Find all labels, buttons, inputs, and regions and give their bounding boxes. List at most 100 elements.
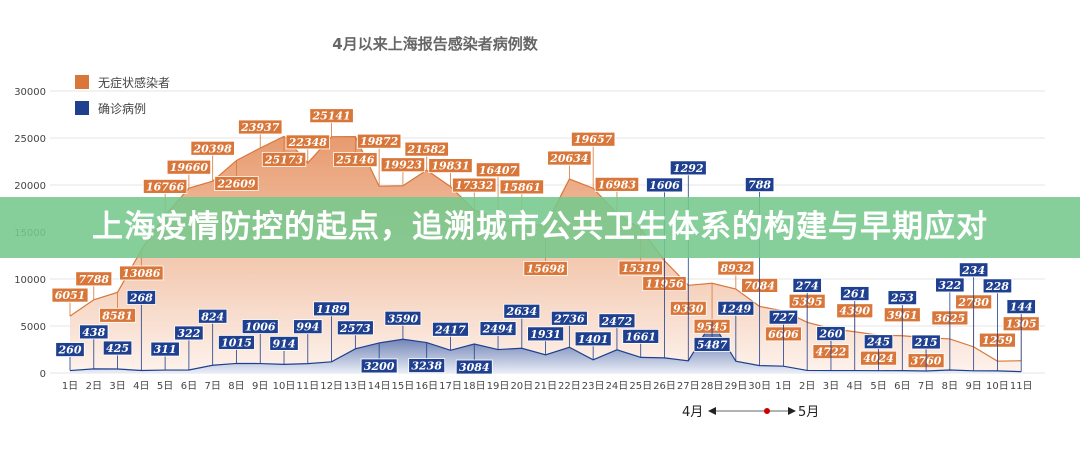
x-tick-label: 29日 [724,381,747,392]
data-label: 22609 [216,177,256,190]
data-label: 1249 [721,302,752,315]
x-tick-label: 25日 [629,381,652,392]
x-tick-label: 22日 [558,381,581,392]
x-tick-label: 20日 [510,381,533,392]
data-label-box [55,342,85,357]
x-tick-label: 27日 [677,381,700,392]
data-label-box [618,260,663,276]
data-label: 215 [914,336,938,349]
data-label-box [840,286,870,301]
x-tick-label: 13日 [344,381,367,392]
y-tick-label: 5000 [21,322,46,333]
data-label: 19831 [431,160,469,173]
x-tick-label: 23日 [582,381,605,392]
data-label: 2634 [506,305,538,318]
data-label: 15319 [622,262,661,275]
data-label: 322 [938,279,961,292]
data-label-box [452,177,497,193]
data-label: 16983 [598,178,637,191]
data-label-box [717,300,755,316]
data-label-box [547,150,592,166]
headline-banner: 上海疫情防控的起点，追溯城市公共卫生体系的构建与早期应对 [0,197,1080,258]
data-label: 21582 [407,143,447,156]
data-label: 268 [129,291,153,304]
x-tick-label: 5日 [870,381,886,392]
data-label: 3590 [388,312,419,325]
data-label-box [523,261,568,276]
data-label-box [475,162,521,178]
data-label-box [574,331,612,347]
data-label: 1401 [578,333,609,346]
x-tick-label: 4日 [847,381,863,392]
data-label-box [863,334,894,350]
data-label: 228 [985,280,1009,293]
data-label-box [598,313,636,329]
data-label: 3084 [459,361,490,374]
data-label: 245 [866,336,890,349]
data-label: 1006 [245,321,276,334]
data-label-box [75,271,113,287]
data-label: 2736 [553,312,585,325]
data-label-box [479,321,517,336]
data-label-box [174,325,204,341]
data-label-box [293,319,323,335]
data-label-box [571,131,616,147]
data-label-box [935,277,965,293]
data-label: 824 [201,310,224,323]
month-marker-dot [764,408,770,414]
legend-swatch [75,101,89,115]
data-label: 144 [1010,301,1033,314]
data-label-box [717,260,755,276]
data-label: 8581 [102,309,133,322]
x-tick-label: 21日 [534,381,557,392]
data-label-box [336,320,374,336]
data-label-box [499,179,544,195]
data-label-box [119,265,164,281]
data-label-box [190,140,235,156]
x-tick-label: 7日 [918,381,934,392]
x-tick-label: 6日 [181,381,197,392]
data-label: 8932 [721,262,752,275]
data-label: 25146 [335,154,375,167]
data-label: 19660 [170,161,209,174]
data-label: 1931 [530,328,561,341]
month-label-to: 5月 [798,405,819,420]
data-label-box [527,326,564,342]
x-tick-label: 28日 [701,381,724,392]
x-tick-label: 19日 [487,381,510,392]
data-label: 15861 [503,181,541,194]
data-label-box [313,301,350,317]
y-tick-label: 10000 [14,275,46,286]
y-tick-label: 0 [40,369,46,380]
data-label: 1292 [673,162,704,175]
x-tick-label: 9日 [252,381,268,392]
data-label-box [269,336,299,351]
data-label: 274 [795,279,819,292]
data-label: 2573 [339,322,371,335]
data-label-box [455,359,493,375]
x-tick-label: 11日 [1010,381,1033,392]
data-label-box [1006,299,1036,315]
x-tick-label: 11日 [296,381,319,392]
data-label-box [166,159,212,175]
data-label-box [356,133,402,149]
data-label: 322 [177,327,200,340]
arrow-right-icon [788,407,796,415]
data-label: 2472 [601,315,633,328]
x-tick-label: 8日 [228,381,244,392]
x-tick-label: 2日 [86,381,102,392]
series-line-1 [69,320,1022,373]
arrow-left-icon [708,407,716,415]
x-tick-label: 5日 [157,381,173,392]
data-label: 7788 [78,273,109,286]
data-label-box [261,151,307,167]
data-label: 20634 [549,152,588,165]
data-label-box [550,310,588,326]
data-label: 2417 [434,323,466,336]
x-tick-label: 24日 [606,381,629,392]
x-tick-label: 3日 [823,381,839,392]
data-label-box [404,141,449,157]
x-tick-label: 14日 [368,381,391,392]
data-label-box [669,160,707,176]
data-label-box [646,177,683,193]
